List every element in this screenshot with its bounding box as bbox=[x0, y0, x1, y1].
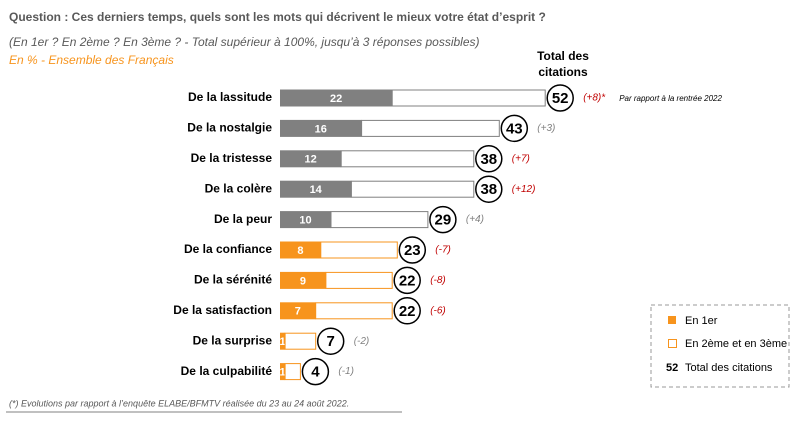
total-value: 43 bbox=[506, 120, 523, 137]
change-label: (+8)* bbox=[583, 93, 606, 104]
bar-rest bbox=[391, 89, 546, 107]
population: En % - Ensemble des Français bbox=[9, 53, 174, 67]
bar-first bbox=[280, 332, 286, 350]
bar-value: 9 bbox=[300, 275, 306, 287]
legend-swatch bbox=[668, 339, 677, 348]
bar-first bbox=[280, 89, 393, 107]
bar-rest bbox=[284, 363, 301, 381]
total-value: 23 bbox=[404, 242, 421, 259]
bar-rest bbox=[350, 180, 475, 198]
change-label: (-2) bbox=[354, 336, 370, 347]
total-value: 52 bbox=[552, 90, 569, 107]
total-value: 7 bbox=[327, 333, 335, 350]
total-circle bbox=[393, 266, 421, 295]
bar-value: 8 bbox=[297, 245, 303, 257]
category-label: De la colère bbox=[205, 181, 273, 195]
bar-rest bbox=[330, 211, 429, 229]
change-note: Par rapport à la rentrée 2022 bbox=[619, 94, 722, 103]
legend-swatch bbox=[668, 316, 676, 324]
bar-value: 7 bbox=[295, 306, 301, 318]
total-circle bbox=[475, 145, 503, 173]
bar-rest bbox=[361, 119, 500, 137]
legend-label: Total des citations bbox=[685, 362, 773, 374]
legend-label: En 2ème et en 3ème bbox=[685, 338, 787, 350]
bar-value: 10 bbox=[299, 215, 311, 227]
legend-label: En 1er bbox=[685, 315, 718, 327]
category-label: De la peur bbox=[214, 212, 272, 226]
bar-first bbox=[280, 180, 352, 198]
category-label: De la satisfaction bbox=[173, 303, 272, 317]
category-label: De la nostalgie bbox=[187, 121, 272, 135]
subtitle: (En 1er ? En 2ème ? En 3ème ? - Total su… bbox=[9, 35, 480, 49]
total-circle bbox=[398, 236, 427, 264]
total-circle bbox=[316, 327, 345, 355]
bar-first bbox=[280, 119, 362, 137]
change-label: (-8) bbox=[430, 275, 446, 286]
category-label: De la culpabilité bbox=[181, 364, 273, 378]
total-circle bbox=[475, 175, 503, 203]
total-value: 38 bbox=[480, 151, 497, 168]
total-circle bbox=[500, 114, 529, 143]
footnote: (*) Evolutions par rapport à l’enquête E… bbox=[9, 398, 349, 408]
change-label: (+12) bbox=[512, 184, 536, 195]
total-circle bbox=[301, 357, 330, 386]
category-label: De la confiance bbox=[184, 242, 272, 256]
bar-first bbox=[280, 271, 326, 289]
total-circle bbox=[546, 84, 574, 112]
bar-rest bbox=[340, 150, 475, 168]
category-label: De la tristesse bbox=[191, 151, 273, 165]
bar-value: 22 bbox=[330, 93, 342, 105]
bar-first bbox=[280, 363, 286, 381]
bar-rest bbox=[320, 241, 398, 259]
change-label: (+7) bbox=[512, 153, 530, 164]
category-label: De la sérénité bbox=[194, 273, 272, 287]
total-value: 38 bbox=[480, 181, 497, 198]
total-value: 22 bbox=[399, 303, 416, 320]
total-header: Total des bbox=[537, 49, 589, 63]
change-label: (-7) bbox=[435, 245, 451, 256]
change-label: (+3) bbox=[537, 123, 555, 134]
bar-rest bbox=[315, 302, 393, 320]
total-value: 22 bbox=[399, 272, 416, 289]
bar-value: 1 bbox=[279, 367, 285, 379]
bar-first bbox=[280, 150, 342, 168]
bar-value: 14 bbox=[310, 184, 323, 196]
total-header: citations bbox=[538, 65, 588, 79]
bar-value: 12 bbox=[304, 154, 316, 166]
total-value: 29 bbox=[435, 212, 452, 229]
change-label: (+4) bbox=[466, 214, 484, 225]
bar-rest bbox=[284, 332, 317, 350]
bar-value: 1 bbox=[279, 336, 285, 348]
bar-first bbox=[280, 302, 316, 320]
total-circle bbox=[393, 297, 421, 325]
total-value: 4 bbox=[311, 364, 320, 381]
category-label: De la surprise bbox=[193, 333, 273, 347]
change-label: (-6) bbox=[430, 305, 446, 316]
total-circle bbox=[429, 205, 457, 234]
bar-rest bbox=[325, 271, 393, 289]
bar-first bbox=[280, 211, 331, 229]
change-label: (-1) bbox=[338, 366, 354, 377]
chart-title: Question : Ces derniers temps, quels son… bbox=[9, 10, 546, 24]
category-label: De la lassitude bbox=[188, 90, 272, 104]
legend-total-sample: 52 bbox=[666, 362, 678, 374]
bar-first bbox=[280, 241, 321, 259]
bar-value: 16 bbox=[315, 123, 327, 135]
legend-box bbox=[650, 304, 790, 388]
